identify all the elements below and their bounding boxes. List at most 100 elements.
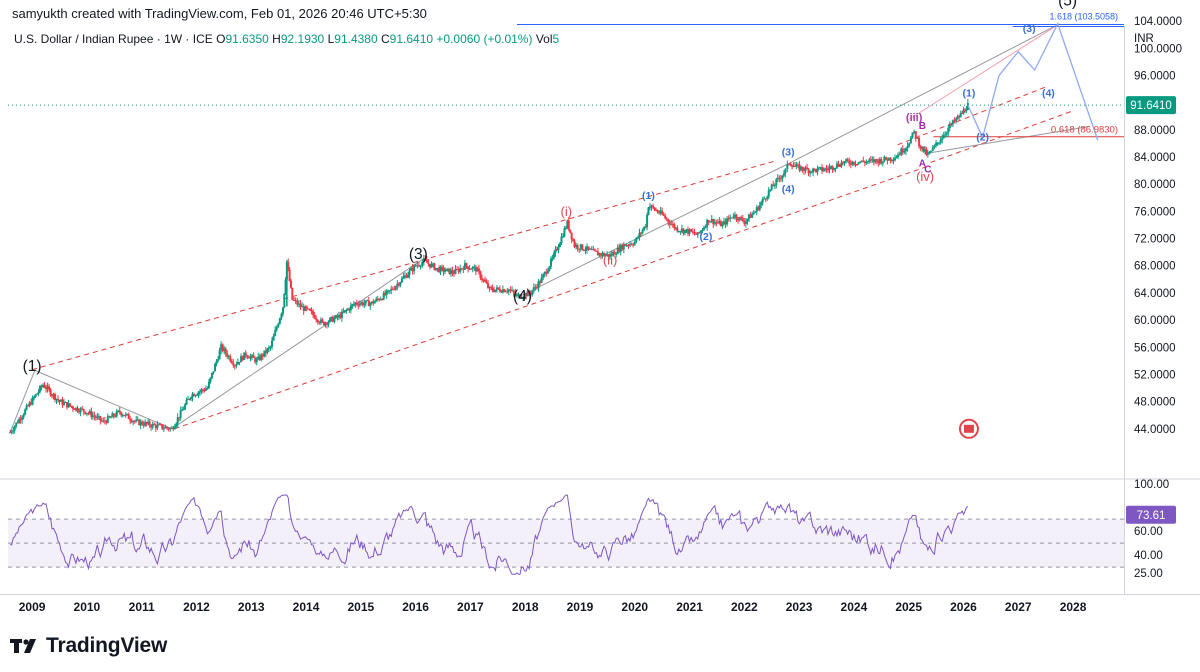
price-candle [951,120,954,125]
price-candle [73,408,76,411]
price-chart[interactable]: 44.0000 48.0000 52.0000 56.0000 60.0000 64.00… [0,0,1200,626]
price-candle [570,232,573,240]
time-tick-label: 2014 [293,600,320,614]
price-candle [346,308,349,311]
price-candle [587,246,590,249]
price-candle [772,184,775,187]
price-candle [37,391,40,394]
price-candle [446,268,449,270]
price-candle [18,418,21,424]
open-value: 91.6350 [225,32,269,46]
price-candle [397,283,400,286]
price-candle [579,244,582,250]
price-candle [59,399,62,402]
price-candle [603,253,606,256]
price-candle [195,394,198,396]
price-candle [142,424,145,426]
price-candle [451,270,454,274]
price-candle [153,423,156,426]
price-candle [473,266,476,268]
price-candle [810,171,813,173]
price-candle [904,148,907,152]
price-candle [519,294,522,299]
price-candle [955,118,958,122]
price-candle [327,321,330,325]
price-candle [487,283,490,288]
price-candle [442,267,445,272]
price-candle [883,156,886,162]
price-candle [299,303,302,308]
price-candle [387,290,390,292]
price-candle [913,131,916,133]
price-candle [307,308,310,310]
price-candle [504,291,507,293]
price-candle [566,220,569,228]
price-candle [312,311,315,315]
price-candle [159,424,162,426]
price-candle [21,417,24,420]
price-candle [413,265,416,272]
symbol-name[interactable]: U.S. Dollar / Indian Rupee · 1W · ICE [14,32,213,46]
price-candle [799,166,802,171]
price-candle [667,219,670,223]
price-candle [108,416,111,418]
price-candle [403,275,406,277]
price-candle [897,154,900,157]
price-candle [179,410,182,418]
price-candle [438,267,441,273]
price-candle [863,161,866,164]
price-candle [507,289,510,292]
price-candle [154,425,157,429]
rsi-last-value: 73.61 [1137,510,1166,522]
price-candle [355,302,358,305]
price-candle [71,406,74,409]
price-candle [818,167,821,169]
price-candle [436,267,439,269]
price-candle [677,231,680,233]
price-candle [385,290,388,295]
price-candle [484,279,487,282]
price-candle [706,219,709,227]
price-candle [919,146,922,149]
price-candle [938,142,941,144]
price-candle [382,292,385,300]
price-candle [699,230,702,233]
price-candle [648,206,651,208]
price-candle [266,348,269,353]
price-candle [372,301,375,304]
tradingview-logo[interactable]: TradingView [10,634,167,658]
price-candle [534,287,537,289]
price-candle [358,303,361,306]
price-candle [74,407,77,411]
price-candle [124,414,127,416]
price-candle [698,232,701,234]
price-candle [526,291,529,297]
price-candle [572,239,575,241]
price-candle [19,418,22,420]
price-candle [529,293,532,295]
price-candle [261,354,264,357]
price-candle [599,253,602,256]
price-candle [718,221,721,224]
price-candle [795,164,798,167]
price-candle [849,163,852,165]
price-candle [351,304,354,306]
price-candle [491,287,494,291]
price-candle [809,171,812,174]
price-candle [425,259,428,263]
price-candle [553,252,556,258]
price-candle [363,303,366,306]
price-candle [804,167,807,171]
price-candle [944,134,947,136]
price-candle [901,148,904,153]
price-candle [680,228,683,232]
price-candle [511,290,514,292]
last-price-badge [1126,96,1176,115]
price-candle [24,409,27,415]
price-candle [39,386,42,392]
price-candle [633,241,636,245]
price-candle [407,274,410,278]
price-candle [567,220,570,230]
price-candle [275,327,278,331]
price-candle [106,416,109,423]
